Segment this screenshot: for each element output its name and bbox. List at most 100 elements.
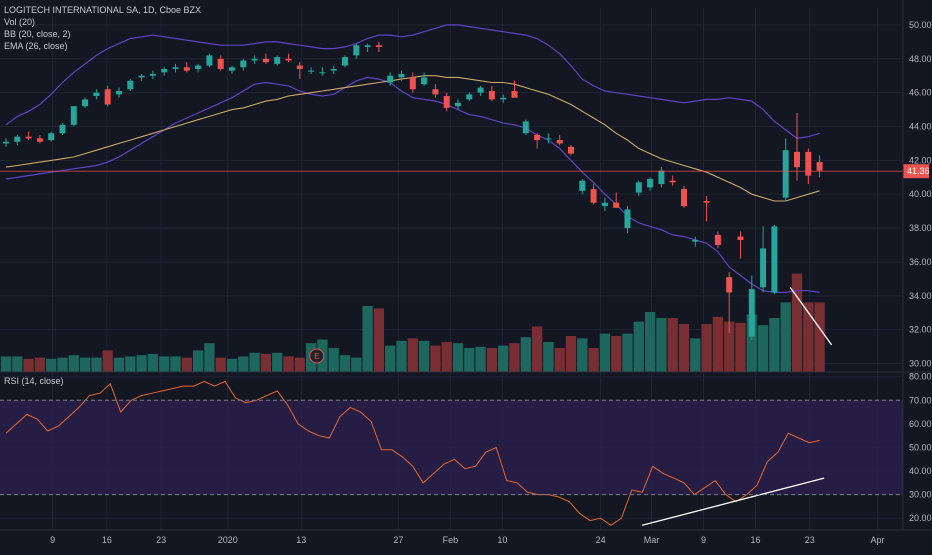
candle-body (353, 45, 360, 56)
rsi-trendline (642, 477, 825, 526)
volume-bar (125, 356, 136, 372)
candle-body (556, 140, 563, 144)
volume-bar (656, 318, 667, 372)
ema-label: EMA (26, close) (4, 41, 68, 51)
candle-body (36, 138, 43, 142)
x-tick-label: Feb (443, 535, 459, 545)
candle-body (82, 99, 89, 107)
volume-bar (701, 324, 712, 372)
candle-body (760, 248, 767, 288)
candle-body (229, 67, 235, 71)
bollinger-bands (5, 24, 820, 293)
volume-bar (136, 355, 147, 372)
candle-body (488, 90, 495, 100)
volume-bar (396, 340, 407, 372)
volume-bar (622, 333, 633, 372)
volume-bar (588, 348, 599, 372)
candle-body (455, 102, 461, 107)
candle-body (3, 141, 9, 144)
volume-bar (633, 321, 644, 372)
volume-bar (226, 358, 238, 372)
volume-bar (159, 356, 170, 372)
y-tick-label: 42.00 (909, 155, 932, 165)
volume-bar (611, 336, 622, 372)
candle-body (172, 67, 179, 69)
last-price-tag (903, 164, 929, 179)
volume-bar (791, 273, 803, 372)
volume-bar (339, 355, 351, 372)
candle-body (296, 65, 303, 69)
bollinger-upper-line (5, 24, 820, 140)
earnings-marker-label: E (314, 352, 319, 361)
volume-bar (407, 338, 418, 372)
candle-body (262, 58, 269, 63)
candle-body (443, 96, 450, 108)
candle-body (59, 124, 66, 134)
candle-body (274, 57, 281, 64)
candle-body (794, 151, 800, 168)
volume-bar (283, 356, 294, 372)
x-tick-label: 24 (596, 535, 606, 545)
volume-bar (0, 356, 12, 372)
rsi-line (5, 380, 820, 526)
candle-body (432, 89, 439, 95)
candle-body (285, 58, 292, 61)
candle-body (308, 70, 315, 72)
y-tick-label: 46.00 (909, 88, 932, 98)
volume-bar (814, 302, 825, 372)
candle-body (466, 94, 473, 100)
rsi-band (0, 400, 903, 495)
volume-bar (215, 357, 226, 372)
rsi-y-tick-label: 70.00 (909, 395, 932, 405)
volume-bar (91, 357, 102, 372)
bollinger-lower-line (5, 76, 820, 293)
x-tick-label: 13 (296, 535, 306, 545)
volume-bar (690, 338, 701, 372)
volume-bar (577, 338, 588, 372)
volume-bar (667, 318, 678, 372)
x-tick-label: 9 (701, 535, 706, 545)
volume-bar (678, 324, 690, 372)
candle-body (658, 170, 665, 185)
candle-body (522, 121, 529, 134)
volume-bar (757, 325, 769, 372)
volume-bar (803, 302, 814, 372)
candle-body (579, 180, 586, 191)
candle-body (387, 75, 394, 83)
candle-body (206, 55, 213, 66)
x-tick-label: 16 (102, 535, 112, 545)
candle-body (613, 202, 620, 208)
volume-bar (147, 354, 159, 372)
volume-bar (724, 321, 735, 372)
candle-body (375, 45, 382, 47)
volume-label: Vol (20) (4, 17, 36, 27)
volume-bar (769, 318, 780, 372)
candle-body (70, 106, 77, 125)
y-tick-label: 50.00 (909, 20, 932, 30)
candle-body (635, 182, 642, 193)
volume-bar (441, 342, 452, 372)
volume-bar (746, 314, 757, 372)
volume-bar (272, 352, 283, 372)
candle-body (342, 57, 348, 66)
candle-body (93, 92, 100, 97)
volume-bar (780, 302, 791, 372)
candle-body (624, 209, 631, 229)
rsi-y-tick-label: 50.00 (909, 442, 932, 452)
candle-body (398, 74, 405, 78)
volume-bar (373, 308, 385, 372)
candle-body (590, 189, 597, 203)
y-tick-label: 44.00 (909, 122, 932, 132)
candle-body (116, 90, 122, 95)
candle-body (703, 201, 710, 203)
candle-body (534, 134, 541, 141)
annotations-layer: 41.36 E (0, 164, 930, 526)
volume-bar (34, 357, 46, 372)
volume-bar (362, 306, 373, 372)
volume-bar (170, 356, 181, 372)
candle-body (161, 68, 168, 73)
candle-body (183, 67, 190, 71)
candle-body (681, 189, 687, 207)
